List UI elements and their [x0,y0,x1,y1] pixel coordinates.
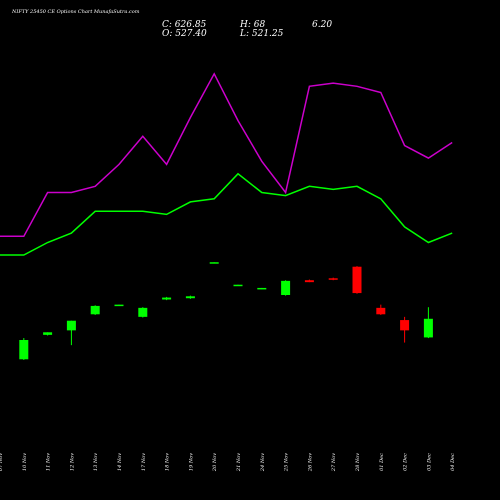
candle-body [304,280,314,283]
candle [352,266,362,294]
x-tick-label: 07 Nov [0,453,4,471]
x-tick-label: 11 Nov [46,453,52,471]
x-tick-label: 14 Nov [117,453,123,471]
x-tick-label: 01 Dec [379,453,385,471]
change-label: 6.20 [312,20,332,30]
candle-body [423,318,433,338]
x-tick-label: 17 Nov [141,453,147,471]
candle [376,304,386,315]
candle [185,295,195,299]
candle [423,307,433,339]
candle [328,277,338,281]
x-tick-label: 21 Nov [236,453,242,472]
candle-body [328,278,338,280]
candle-body [233,284,243,287]
candle [257,287,267,290]
x-tick-label: 12 Nov [69,453,75,471]
candle-body [90,305,100,315]
x-axis-ticks: 07 Nov 10 Nov 11 Nov 12 Nov 13 Nov 14 Nov 17 N… [0,453,456,472]
candle [233,284,243,287]
candle [90,305,100,315]
candle [19,338,29,360]
candle-body [138,307,148,317]
candle-body [257,287,267,290]
candle [138,307,148,318]
candle-body [43,332,53,335]
candle-body [185,296,195,299]
indicator-lines [0,72,453,256]
candle [400,316,410,343]
x-tick-label: 20 Nov [212,453,218,472]
upper-indicator-line [0,172,453,256]
candle-body [66,320,76,331]
x-tick-label: 24 Nov [260,453,266,472]
candle [281,280,291,296]
candle-body [400,320,410,331]
candle [304,279,314,283]
low-label: L: 521.25 [239,29,284,39]
x-tick-label: 28 Nov [355,453,361,472]
x-tick-label: 27 Nov [331,453,337,472]
x-tick-label: 19 Nov [188,453,194,471]
chart-title: NIFTY 25450 CE Options Chart MunafaSutra… [11,9,140,15]
candle [209,262,219,264]
lower-indicator-line [0,72,453,238]
candle-body [114,304,124,307]
x-tick-label: 18 Nov [165,453,171,471]
close-label: C: 626.85 [162,20,207,30]
candle-body [209,262,219,264]
candle-body [19,340,29,360]
x-tick-label: 13 Nov [93,453,99,471]
candle-body [162,297,172,300]
candle [43,332,53,336]
x-tick-label: 10 Nov [22,453,28,471]
x-tick-label: 03 Dec [426,453,432,471]
candle [162,296,172,301]
candle-body [376,307,386,315]
candle [66,320,76,346]
x-tick-label: 25 Nov [284,453,290,472]
high-label: H: 68 [239,20,265,30]
x-tick-label: 26 Nov [307,453,313,472]
candlesticks [19,262,433,360]
candle-body [281,280,291,295]
x-tick-label: 02 Dec [403,453,409,471]
open-label: O: 527.40 [162,29,207,39]
x-tick-label: 04 Dec [450,453,456,471]
candle [114,304,124,307]
candle-body [352,266,362,294]
